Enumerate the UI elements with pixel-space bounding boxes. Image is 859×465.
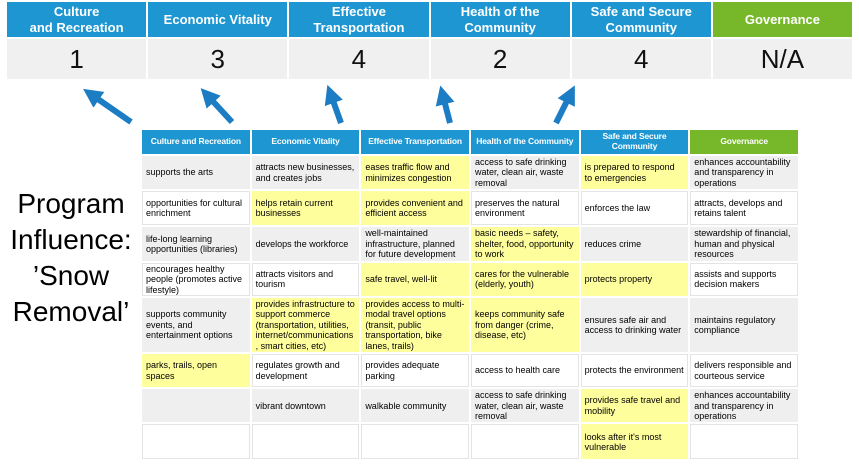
matrix-cell: keeps community safe from danger (crime,…: [470, 297, 579, 353]
matrix-cell: cares for the vulnerable (elderly, youth…: [470, 262, 579, 296]
matrix-cell: maintains regulatory compliance: [690, 297, 798, 353]
summary-score-cell: N/A: [712, 39, 852, 79]
matrix-cell: reduces crime: [580, 227, 689, 261]
matrix-cell: attracts, develops and retains talent: [690, 191, 798, 226]
matrix-cell: encourages healthy people (promotes acti…: [142, 262, 250, 296]
up-arrow-icon: [324, 84, 344, 125]
matrix-cell: looks after it's most vulnerable: [580, 424, 689, 460]
table-row: looks after it's most vulnerable: [142, 424, 798, 460]
summary-header-cell: Health of the Community: [430, 2, 570, 37]
table-row: parks, trails, open spaces regulates grow…: [142, 354, 798, 388]
matrix-cell: vibrant downtown: [251, 389, 360, 423]
table-row: supports the arts attracts new businesses…: [142, 156, 798, 190]
summary-header-cell: Safe and Secure Community: [571, 2, 711, 37]
up-arrow-icon: [435, 85, 455, 124]
matrix-cell: delivers responsible and courteous servi…: [690, 354, 798, 388]
summary-header-cell: Governance: [712, 2, 852, 37]
matrix-cell: enforces the law: [580, 191, 689, 226]
up-arrow-icon: [200, 88, 235, 125]
matrix-cell: basic needs – safety, shelter, food, opp…: [470, 227, 579, 261]
summary-score-cell: 3: [148, 39, 288, 79]
matrix-cell: safe travel, well-lit: [361, 262, 469, 296]
influence-matrix: Culture and Recreation Economic Vitality E…: [140, 128, 800, 461]
table-row: supports community events, and entertain…: [142, 297, 798, 353]
up-arrow-icon: [83, 88, 133, 125]
summary-header-cell: Effective Transportation: [289, 2, 429, 37]
matrix-cell: [142, 424, 250, 460]
table-row: life-long learning opportunities (librar…: [142, 227, 798, 261]
matrix-cell: ensures safe air and access to drinking …: [580, 297, 689, 353]
matrix-cell: preserves the natural environment: [470, 191, 579, 226]
matrix-cell: enhances accountability and transparency…: [690, 389, 798, 423]
priority-summary: Culture and Recreation Economic Vitality E…: [7, 2, 852, 79]
matrix-cell: walkable community: [361, 389, 469, 423]
summary-header-cell: Culture and Recreation: [7, 2, 147, 37]
matrix-cell: supports community events, and entertain…: [142, 297, 250, 353]
matrix-header-cell: Governance: [690, 130, 798, 154]
matrix-cell: provides adequate parking: [361, 354, 469, 388]
matrix-cell: supports the arts: [142, 156, 250, 190]
summary-score-cell: 2: [430, 39, 570, 79]
matrix-cell: protects the environment: [580, 354, 689, 388]
matrix-header-cell: Effective Transportation: [361, 130, 469, 154]
matrix-cell: life-long learning opportunities (librar…: [142, 227, 250, 261]
matrix-cell: provides access to multi-modal travel op…: [361, 297, 469, 353]
matrix-cell: stewardship of financial, human and phys…: [690, 227, 798, 261]
up-arrow-icon: [553, 85, 575, 125]
matrix-header-cell: Health of the Community: [470, 130, 579, 154]
matrix-cell: [470, 424, 579, 460]
matrix-cell: [361, 424, 469, 460]
matrix-cell: provides convenient and efficient access: [361, 191, 469, 226]
matrix-cell: [690, 424, 798, 460]
matrix-cell: helps retain current businesses: [251, 191, 360, 226]
summary-score-cell: 4: [571, 39, 711, 79]
table-row: encourages healthy people (promotes acti…: [142, 262, 798, 296]
matrix-cell: [251, 424, 360, 460]
matrix-cell: well-maintained infrastructure, planned …: [361, 227, 469, 261]
matrix-cell: is prepared to respond to emergencies: [580, 156, 689, 190]
summary-header-cell: Economic Vitality: [148, 2, 288, 37]
matrix-cell: eases traffic flow and minimizes congest…: [361, 156, 469, 190]
matrix-header-cell: Safe and Secure Community: [580, 130, 689, 154]
matrix-cell: regulates growth and development: [251, 354, 360, 388]
matrix-cell: attracts new businesses, and creates job…: [251, 156, 360, 190]
matrix-cell: protects property: [580, 262, 689, 296]
matrix-cell: access to safe drinking water, clean air…: [470, 156, 579, 190]
matrix-header-cell: Economic Vitality: [251, 130, 360, 154]
program-influence-title: Program Influence: ’Snow Removal’: [10, 188, 132, 328]
matrix-header-cell: Culture and Recreation: [142, 130, 250, 154]
table-row: opportunities for cultural enrichment hel…: [142, 191, 798, 226]
matrix-cell: access to safe drinking water, clean air…: [470, 389, 579, 423]
matrix-cell: parks, trails, open spaces: [142, 354, 250, 388]
matrix-cell: [142, 389, 250, 423]
table-row: vibrant downtown walkable community access…: [142, 389, 798, 423]
summary-score-cell: 4: [289, 39, 429, 79]
matrix-cell: provides safe travel and mobility: [580, 389, 689, 423]
matrix-cell: assists and supports decision makers: [690, 262, 798, 296]
matrix-cell: attracts visitors and tourism: [251, 262, 360, 296]
matrix-cell: enhances accountability and transparency…: [690, 156, 798, 190]
matrix-cell: opportunities for cultural enrichment: [142, 191, 250, 226]
matrix-cell: provides infrastructure to support comme…: [251, 297, 360, 353]
summary-score-cell: 1: [7, 39, 147, 79]
matrix-cell: develops the workforce: [251, 227, 360, 261]
matrix-cell: access to health care: [470, 354, 579, 388]
matrix-header-row: Culture and Recreation Economic Vitality E…: [142, 130, 798, 154]
